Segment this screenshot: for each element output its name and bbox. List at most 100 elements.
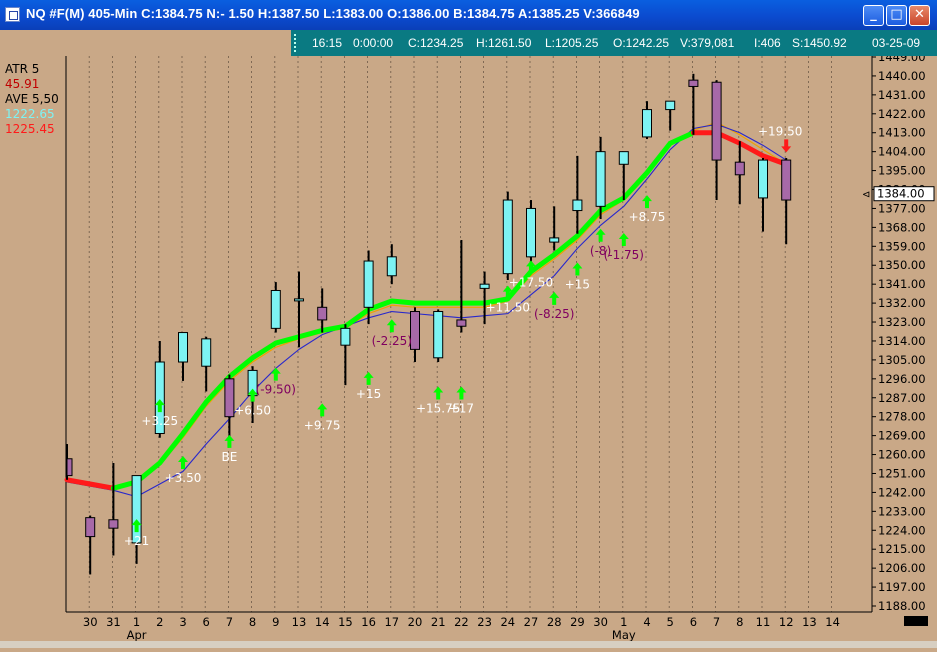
y-tick-label: 1431.00 bbox=[878, 88, 926, 102]
y-tick-label: 1323.00 bbox=[878, 315, 926, 329]
candle bbox=[781, 159, 792, 201]
x-tick-label: 3 bbox=[179, 615, 186, 629]
y-tick-label: 1242.00 bbox=[878, 485, 926, 499]
signal-label: +17.50 bbox=[509, 275, 553, 289]
candle bbox=[131, 475, 142, 544]
price-chart[interactable]: 1188.00 1197.00 1206.00 1215.00 1224.00 1233.… bbox=[0, 50, 937, 648]
ma-fast-up-line bbox=[110, 130, 696, 491]
quote-date: 03-25-09 bbox=[872, 36, 921, 50]
y-tick-label: 1440.00 bbox=[878, 69, 926, 83]
quote-volume: V:379,081 bbox=[680, 36, 735, 50]
y-tick-label: 1287.00 bbox=[878, 391, 926, 405]
signal-up-arrow bbox=[618, 233, 629, 246]
legend-ave-value: 1222.65 bbox=[5, 107, 55, 121]
x-tick-label: 7 bbox=[713, 615, 720, 629]
signal-up-arrow bbox=[549, 291, 560, 305]
candle bbox=[201, 338, 212, 367]
quote-elapsed: 0:00:00 bbox=[353, 36, 394, 50]
y-tick-label: 1215.00 bbox=[878, 542, 926, 556]
candle bbox=[224, 378, 235, 418]
scroll-icon[interactable] bbox=[904, 616, 928, 626]
signal-label: +17 bbox=[449, 402, 474, 416]
legend-ma-value: 1225.45 bbox=[5, 122, 55, 136]
signal-up-arrow bbox=[131, 519, 142, 533]
y-tick-label: 1188.00 bbox=[878, 599, 926, 613]
quote-low: L:1205.25 bbox=[545, 36, 599, 50]
y-tick-label: 1278.00 bbox=[878, 410, 926, 424]
signal-up-arrow bbox=[642, 195, 652, 209]
y-tick-label: 1359.00 bbox=[878, 239, 926, 253]
candle bbox=[386, 256, 397, 277]
signal-up-arrow bbox=[456, 386, 467, 400]
candle bbox=[572, 199, 583, 212]
maximize-button[interactable]: □ bbox=[886, 5, 907, 26]
candle bbox=[410, 311, 420, 350]
candle bbox=[688, 79, 699, 87]
y-tick-label: 1260.00 bbox=[878, 448, 926, 462]
signal-label: +3.25 bbox=[141, 414, 178, 428]
x-tick-label: 30 bbox=[593, 615, 608, 629]
candle bbox=[502, 199, 513, 275]
candle bbox=[178, 332, 188, 363]
candle bbox=[758, 159, 768, 199]
y-tick-label: 1404.00 bbox=[878, 145, 926, 159]
signal-up-arrow bbox=[595, 228, 606, 242]
y-tick-label: 1197.00 bbox=[878, 580, 926, 594]
horizontal-scrollbar[interactable] bbox=[0, 641, 937, 648]
signal-up-arrow bbox=[270, 367, 281, 381]
x-tick-label: 13 bbox=[292, 615, 307, 629]
quote-bar-grip[interactable] bbox=[294, 34, 300, 52]
x-tick-label: 31 bbox=[106, 615, 121, 629]
y-tick-label: 1296.00 bbox=[878, 372, 926, 386]
x-tick-label: 15 bbox=[338, 615, 353, 629]
candle bbox=[340, 327, 351, 346]
candle bbox=[549, 237, 560, 243]
y-tick-label: 1314.00 bbox=[878, 334, 926, 348]
candle bbox=[66, 458, 73, 477]
signal-label: (-1.75) bbox=[604, 248, 644, 262]
minimize-button[interactable]: _ bbox=[863, 5, 884, 26]
signal-up-arrow bbox=[502, 285, 513, 299]
x-tick-label: 1 bbox=[133, 615, 140, 629]
y-tick-label: 1206.00 bbox=[878, 561, 926, 575]
candle bbox=[665, 100, 676, 111]
candle bbox=[433, 311, 444, 359]
candle bbox=[294, 298, 304, 302]
x-tick-label: 29 bbox=[570, 615, 585, 629]
signal-label: +15 bbox=[356, 387, 381, 401]
ma-fast-down-start bbox=[64, 477, 116, 491]
x-tick-label: 16 bbox=[361, 615, 376, 629]
y-tick-label: 1449.00 bbox=[878, 56, 926, 64]
y-tick-label: 1224.00 bbox=[878, 523, 926, 537]
window-titlebar[interactable]: NQ #F(M) 405-Min C:1384.75 N:- 1.50 H:13… bbox=[0, 0, 937, 30]
signal-up-arrow bbox=[526, 260, 536, 274]
legend-atr-label: ATR 5 bbox=[5, 62, 39, 76]
x-tick-label: 6 bbox=[690, 615, 697, 629]
x-tick-label: 12 bbox=[779, 615, 794, 629]
candle bbox=[618, 151, 629, 165]
signal-label: +6.50 bbox=[234, 404, 271, 418]
signal-up-arrow bbox=[178, 455, 188, 469]
candle bbox=[595, 151, 606, 207]
chart-window-icon bbox=[5, 7, 20, 22]
current-price-label: 1384.00 bbox=[877, 187, 925, 201]
current-price-box bbox=[873, 186, 935, 202]
candle bbox=[363, 260, 374, 308]
x-tick-label: 17 bbox=[384, 615, 399, 629]
y-tick-label: 1269.00 bbox=[878, 429, 926, 443]
quote-interest: I:406 bbox=[754, 36, 781, 50]
quote-settle: S:1450.92 bbox=[792, 36, 847, 50]
x-tick-label: 14 bbox=[825, 615, 840, 629]
x-month-label: May bbox=[612, 628, 636, 642]
y-tick-label: 1368.00 bbox=[878, 220, 926, 234]
close-button[interactable]: ✕ bbox=[909, 5, 930, 26]
x-tick-label: 2 bbox=[156, 615, 163, 629]
x-tick-label: 1 bbox=[620, 615, 627, 629]
signal-label: (-8.25) bbox=[534, 307, 574, 321]
signal-down-arrow bbox=[781, 139, 792, 153]
candle bbox=[108, 519, 119, 529]
y-tick-label: 1233.00 bbox=[878, 504, 926, 518]
chart-area[interactable]: 1188.00 1197.00 1206.00 1215.00 1224.00 1233.… bbox=[0, 50, 937, 648]
signal-up-arrow bbox=[433, 386, 444, 400]
signal-label: +21 bbox=[124, 534, 149, 548]
